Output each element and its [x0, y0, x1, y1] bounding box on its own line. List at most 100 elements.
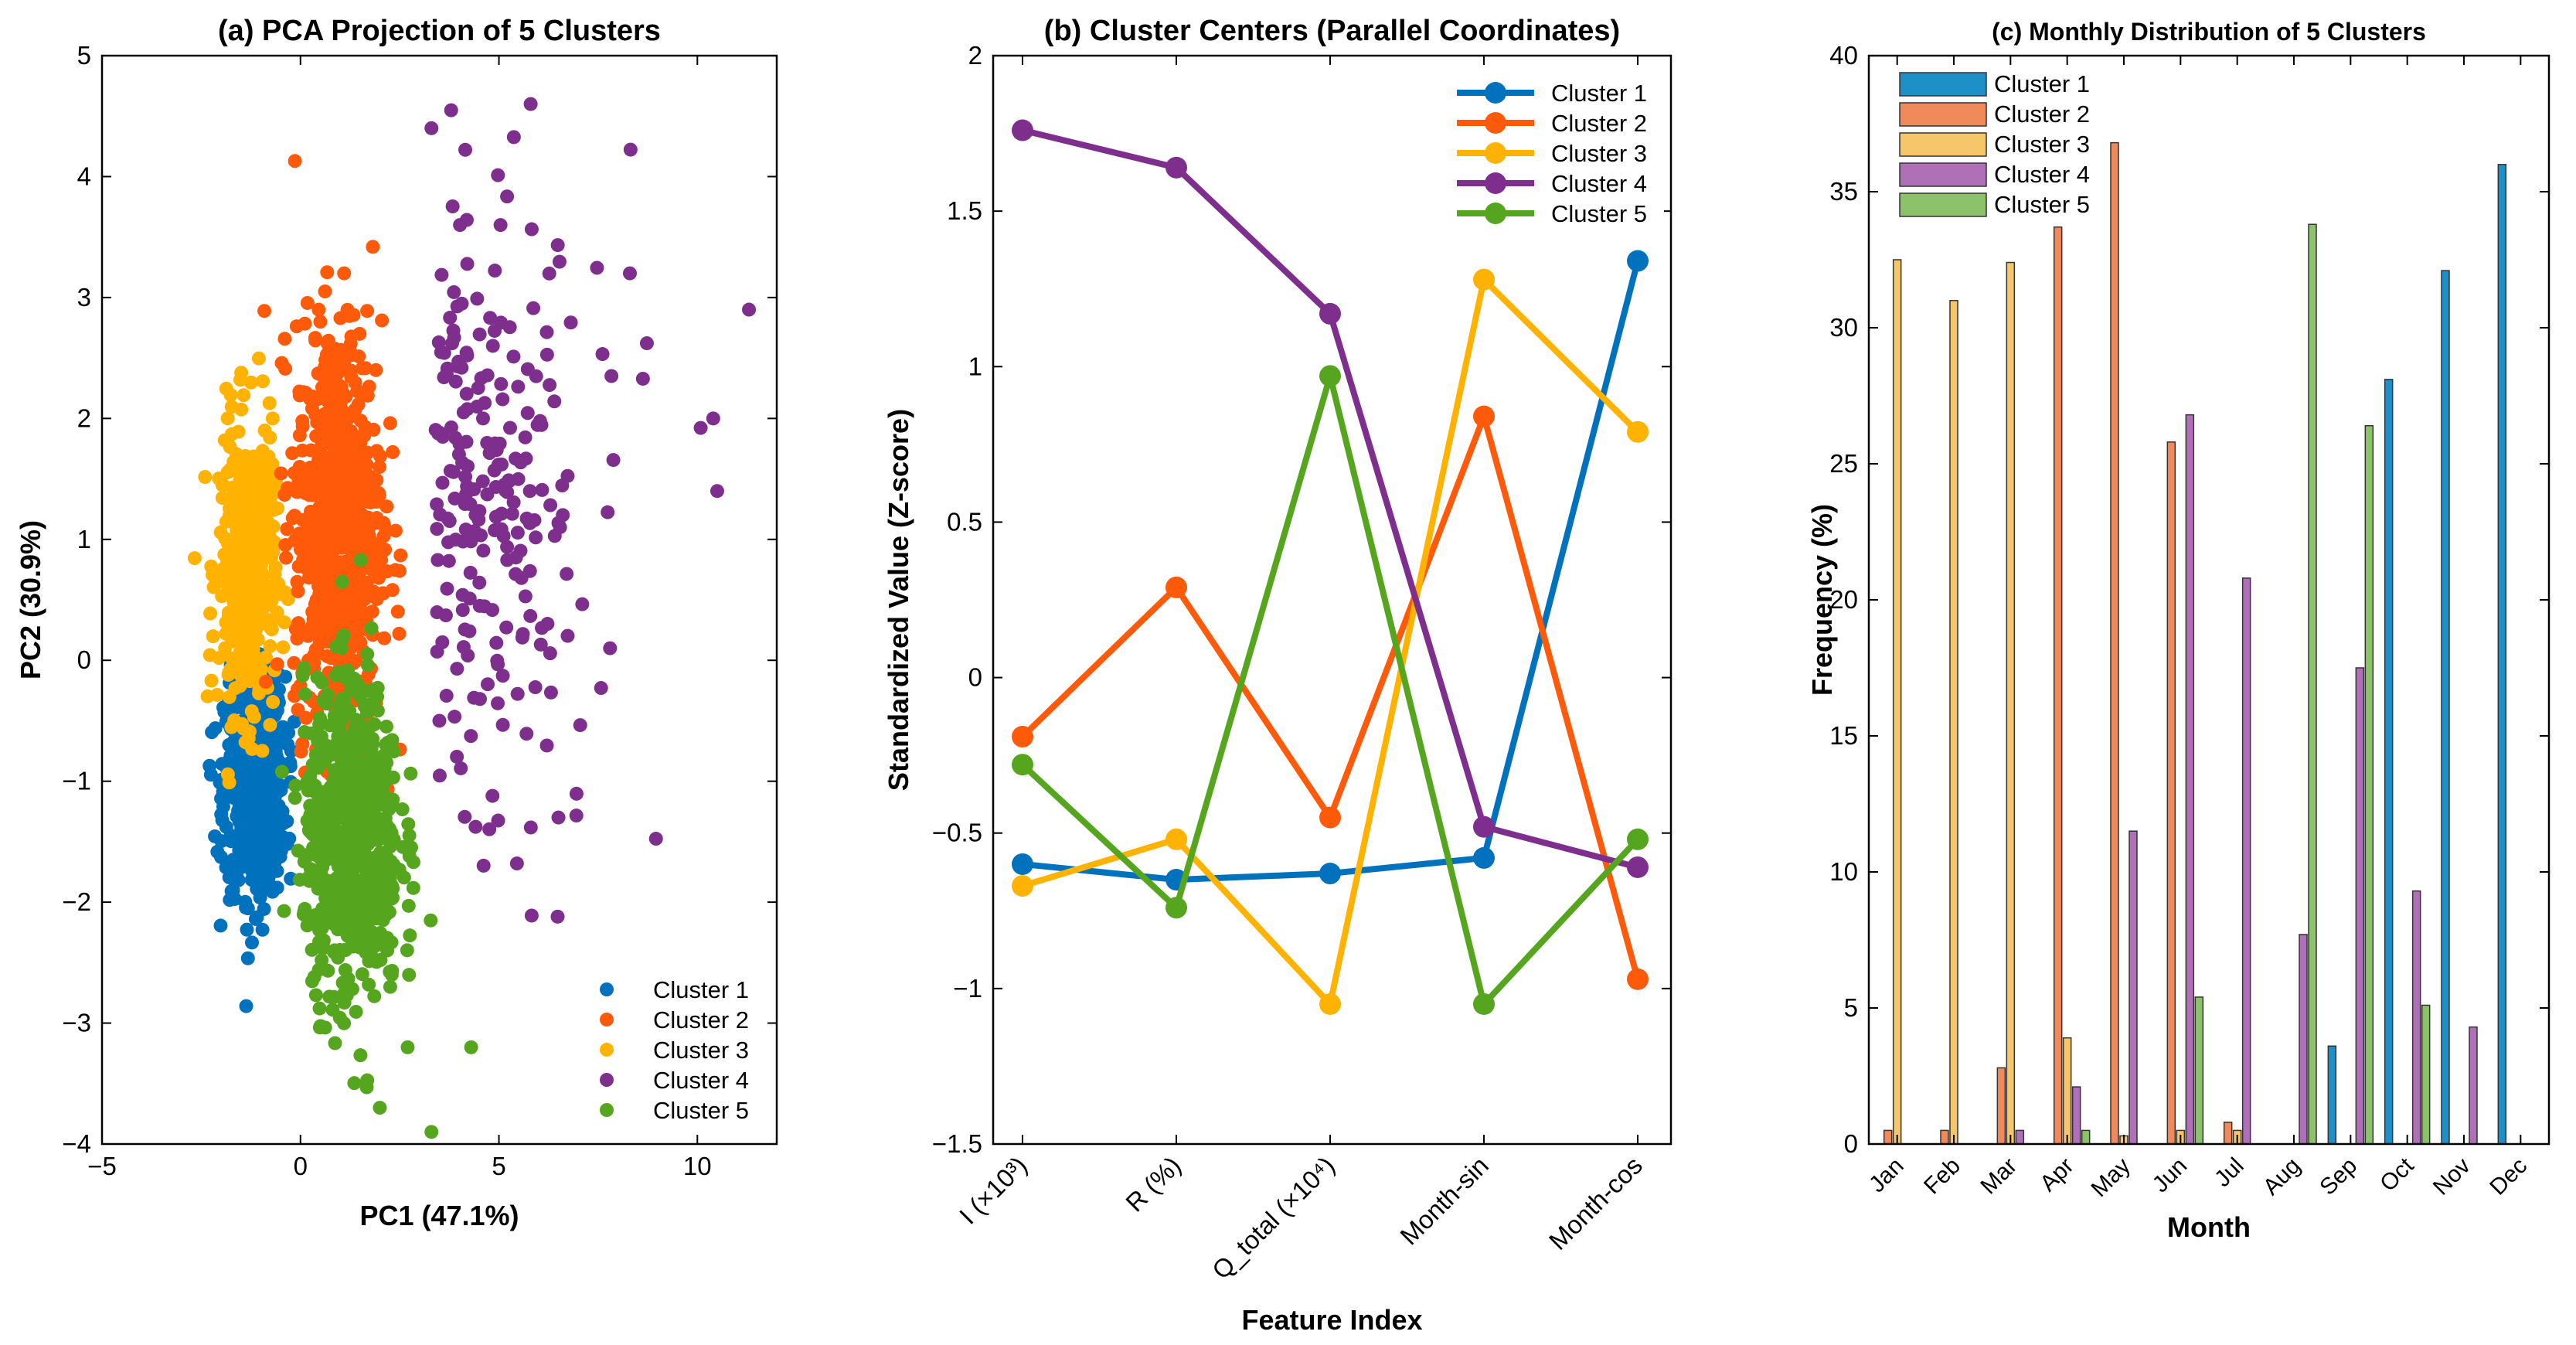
line-cluster-4 — [1012, 119, 1649, 878]
bar — [1940, 1129, 1949, 1145]
scatter-point — [320, 649, 335, 664]
scatter-point — [202, 648, 217, 662]
scatter-point — [305, 758, 320, 772]
line-marker — [1473, 268, 1495, 291]
scatter-point — [458, 142, 473, 157]
scatter-point — [353, 1048, 368, 1063]
legend-swatch — [1899, 192, 1987, 217]
scatter-point — [378, 774, 393, 788]
line-marker — [1627, 828, 1649, 850]
scatter-point — [432, 768, 447, 783]
scatter-point — [260, 598, 275, 612]
scatter-point — [333, 396, 348, 410]
scatter-point — [213, 918, 228, 933]
scatter-point — [328, 1036, 342, 1050]
scatter-point — [375, 313, 390, 328]
line-marker — [1473, 405, 1495, 427]
panel-c-xlabel: Month — [2167, 1211, 2251, 1243]
scatter-point — [316, 941, 331, 955]
scatter-point — [509, 856, 524, 871]
scatter-point — [308, 463, 322, 478]
y-tick-label: 5 — [77, 41, 91, 70]
scatter-point — [236, 841, 250, 856]
scatter-point — [270, 605, 284, 620]
y-tick-label: 2 — [77, 404, 91, 432]
scatter-point — [462, 624, 477, 638]
scatter-point — [360, 647, 375, 662]
scatter-point — [552, 254, 567, 269]
scatter-point — [296, 907, 311, 921]
legend-label: Cluster 3 — [1994, 131, 2090, 158]
panel-c-monthly-bars: (c) Monthly Distribution of 5 Clusters Mo… — [1806, 18, 2550, 1243]
legend-marker — [600, 1043, 614, 1057]
plot-frame — [100, 54, 778, 1146]
scatter-point — [500, 553, 515, 567]
scatter-point — [488, 523, 502, 538]
scatter-point — [483, 311, 498, 325]
scatter-point — [451, 447, 466, 461]
bar — [1892, 259, 1902, 1145]
legend-label: Cluster 5 — [1994, 191, 2090, 218]
scatter-point — [271, 501, 285, 516]
scatter-point — [447, 491, 462, 506]
scatter-point — [298, 386, 313, 400]
scatter-point — [443, 464, 458, 478]
panel-b-ylabel: Standardized Value (Z-score) — [883, 409, 914, 791]
panel-a-xlabel: PC1 (47.1%) — [359, 1200, 519, 1231]
scatter-point — [222, 508, 237, 523]
scatter-point — [348, 926, 362, 941]
scatter-point — [262, 396, 277, 410]
scatter-point — [308, 333, 323, 348]
scatter-point — [491, 813, 505, 828]
scatter-point — [403, 928, 417, 943]
scatter-point — [317, 853, 332, 867]
y-tick-label: 3 — [77, 283, 91, 312]
scatter-point — [383, 870, 397, 885]
scatter-point — [328, 342, 342, 356]
scatter-point — [471, 380, 485, 395]
scatter-point — [265, 411, 280, 426]
scatter-point — [371, 494, 386, 509]
scatter-point — [231, 456, 246, 471]
y-tick-label: 0 — [1844, 1129, 1858, 1158]
scatter-point — [222, 665, 237, 679]
legend-marker — [1485, 82, 1506, 104]
scatter-point — [402, 968, 417, 982]
line-marker — [1319, 302, 1341, 325]
line-cluster-2 — [1012, 405, 1649, 990]
scatter-point — [388, 523, 403, 538]
scatter-point — [491, 168, 505, 182]
scatter-point — [362, 977, 376, 992]
scatter-point — [509, 567, 523, 581]
scatter-point — [305, 974, 319, 989]
bar — [2299, 934, 2308, 1145]
scatter-point — [369, 363, 383, 377]
scatter-point — [356, 847, 370, 862]
bar — [2327, 1045, 2337, 1145]
scatter-point — [490, 653, 505, 668]
scatter-point — [350, 632, 365, 647]
y-tick-label: 20 — [1829, 585, 1858, 614]
scatter-point — [297, 661, 311, 676]
scatter-point — [261, 846, 276, 861]
scatter-point — [384, 967, 399, 982]
scatter-point — [451, 359, 465, 374]
scatter-point — [340, 538, 355, 553]
scatter-point — [209, 576, 223, 591]
scatter-point — [346, 882, 361, 897]
scatter-point — [209, 687, 224, 702]
scatter-point — [590, 260, 604, 275]
scatter-point — [450, 749, 464, 764]
legend-marker — [1485, 142, 1506, 164]
y-tick-label: −1 — [62, 767, 91, 795]
scatter-point — [468, 819, 483, 834]
scatter-point — [222, 775, 237, 790]
scatter-point — [373, 449, 387, 464]
x-tick-label: May — [2087, 1153, 2135, 1202]
scatter-point — [305, 619, 319, 634]
scatter-point — [606, 453, 621, 468]
scatter-point — [485, 339, 500, 353]
bar — [2166, 441, 2176, 1145]
scatter-point — [375, 797, 390, 812]
scatter-point — [220, 411, 235, 426]
